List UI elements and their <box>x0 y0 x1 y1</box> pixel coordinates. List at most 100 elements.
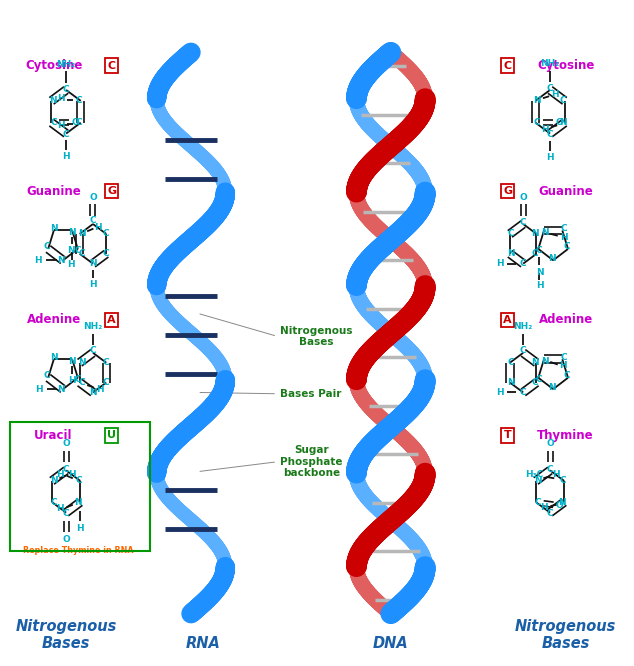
Text: N: N <box>78 229 86 238</box>
Text: C: C <box>89 216 96 225</box>
Text: N: N <box>50 353 58 362</box>
Text: C: C <box>564 242 570 252</box>
Text: C: C <box>560 224 567 233</box>
Text: O: O <box>62 535 70 543</box>
Text: N: N <box>533 97 541 105</box>
Text: N: N <box>50 224 58 233</box>
Text: H: H <box>536 281 543 290</box>
Text: C: C <box>103 358 110 367</box>
Text: C: C <box>508 229 514 238</box>
Text: H: H <box>56 470 64 479</box>
Text: N: N <box>68 228 76 237</box>
Text: C: C <box>520 259 526 268</box>
Text: G: G <box>107 186 116 196</box>
Text: C: C <box>44 242 50 252</box>
Text: N: N <box>534 476 541 486</box>
Text: H: H <box>496 388 503 397</box>
Text: NH₂: NH₂ <box>56 61 75 69</box>
Text: H: H <box>552 90 559 99</box>
Text: C: C <box>75 97 82 105</box>
Text: H: H <box>89 280 97 289</box>
Text: N: N <box>507 378 515 387</box>
Text: C: C <box>63 465 69 474</box>
Text: O: O <box>62 440 70 448</box>
Text: C: C <box>547 509 553 518</box>
Text: C: C <box>503 61 512 71</box>
Text: H: H <box>57 121 65 130</box>
Text: N: N <box>531 358 539 367</box>
Text: O: O <box>72 118 79 127</box>
Text: N: N <box>548 254 556 263</box>
Text: C: C <box>78 378 85 387</box>
Text: H: H <box>57 94 65 103</box>
Text: Adenine: Adenine <box>27 313 81 326</box>
Text: C: C <box>75 374 81 384</box>
Text: Nitrogenous
Bases: Nitrogenous Bases <box>280 326 353 347</box>
Text: Uracil: Uracil <box>34 429 73 442</box>
Text: Nitrogenous
Bases: Nitrogenous Bases <box>15 619 117 651</box>
Text: C: C <box>559 476 566 486</box>
Text: H: H <box>67 260 75 269</box>
Text: C: C <box>534 118 541 127</box>
Text: H: H <box>56 504 64 513</box>
Text: C: C <box>535 246 541 256</box>
Text: C: C <box>547 465 553 474</box>
Text: Nitrogenous
Bases: Nitrogenous Bases <box>515 619 616 651</box>
Text: N: N <box>78 358 86 367</box>
Text: H: H <box>541 125 548 134</box>
Text: C: C <box>75 118 82 127</box>
Text: H: H <box>68 470 75 479</box>
Text: C: C <box>535 375 541 384</box>
Text: NH₂: NH₂ <box>514 322 533 331</box>
Text: C: C <box>78 249 85 258</box>
Text: N: N <box>89 388 97 397</box>
Text: N: N <box>559 498 566 507</box>
Text: Guanine: Guanine <box>538 184 593 198</box>
Text: H: H <box>540 503 548 512</box>
Text: DNA: DNA <box>373 636 409 651</box>
Text: C: C <box>564 371 570 380</box>
Text: C: C <box>63 85 69 94</box>
Text: C: C <box>63 509 69 518</box>
Text: H: H <box>96 385 103 394</box>
Text: A: A <box>107 315 116 325</box>
Text: H: H <box>560 232 568 242</box>
Text: N: N <box>89 259 97 268</box>
Text: N: N <box>541 228 549 237</box>
Text: Replace Thymine in RNA: Replace Thymine in RNA <box>23 545 134 555</box>
Text: C: C <box>63 130 69 139</box>
Text: H: H <box>76 524 84 533</box>
Text: C: C <box>75 476 82 486</box>
Text: C: C <box>103 249 110 258</box>
Text: N: N <box>57 256 65 265</box>
Text: C: C <box>520 388 526 397</box>
Text: N: N <box>68 357 76 366</box>
Text: N: N <box>49 97 57 105</box>
Text: H: H <box>552 470 560 479</box>
Text: Guanine: Guanine <box>26 184 81 198</box>
Text: N: N <box>531 229 539 238</box>
Text: Adenine: Adenine <box>538 313 593 326</box>
Text: C: C <box>75 246 81 255</box>
Text: C: C <box>559 97 566 105</box>
Text: H: H <box>559 362 567 370</box>
Text: C: C <box>103 229 110 238</box>
Text: Sugar
Phosphate
backbone: Sugar Phosphate backbone <box>280 445 343 478</box>
Text: O: O <box>519 193 527 202</box>
Text: C: C <box>520 218 526 226</box>
Text: H: H <box>547 153 554 163</box>
Text: N: N <box>67 246 75 255</box>
Text: C: C <box>51 498 57 507</box>
Text: C: C <box>520 346 526 356</box>
Text: NH₂: NH₂ <box>540 59 560 68</box>
Text: C: C <box>50 118 56 127</box>
Text: C: C <box>89 346 96 356</box>
Text: C: C <box>534 498 541 507</box>
Text: H: H <box>68 376 76 385</box>
Text: O: O <box>555 118 563 127</box>
Text: C: C <box>508 358 514 367</box>
Text: C: C <box>532 249 538 258</box>
Text: Cytosine: Cytosine <box>25 59 82 72</box>
Text: H₃C: H₃C <box>525 470 543 479</box>
Text: N: N <box>541 357 549 366</box>
